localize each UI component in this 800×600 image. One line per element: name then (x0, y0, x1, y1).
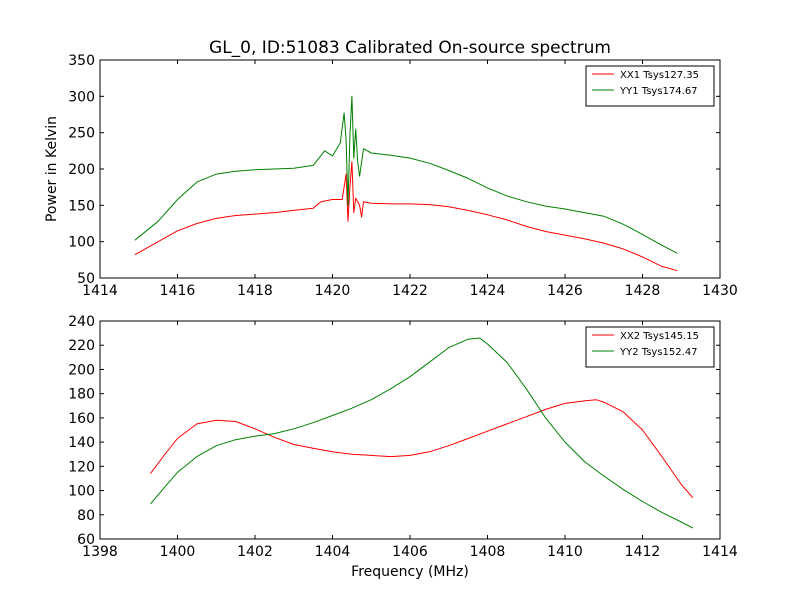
x-tick-label: 1414 (702, 544, 738, 560)
y-tick-label: 300 (68, 89, 95, 105)
legend-label: XX1 Tsys127.35 (620, 70, 699, 81)
y-tick-label: 50 (77, 271, 95, 287)
y-tick-label: 120 (68, 459, 95, 475)
legend: XX2 Tsys145.15 YY2 Tsys152.47 (585, 326, 715, 368)
x-tick-label: 1416 (160, 283, 196, 299)
legend-label: XX2 Tsys145.15 (620, 331, 699, 342)
bottom-panel: 1398 1400 1402 1404 1406 1408 1410 1412 1414 60 80… (68, 314, 738, 560)
series-line-xx1 (134, 161, 678, 272)
series-line-xx2 (150, 399, 694, 499)
x-tick-label: 1408 (470, 544, 506, 560)
y-tick-label: 250 (68, 126, 95, 142)
y-tick-label: 100 (68, 235, 95, 251)
y-tick-label: 350 (68, 53, 95, 69)
x-tick-label: 1398 (82, 544, 118, 560)
x-tick-label: 1412 (625, 544, 661, 560)
x-tick-label: 1424 (470, 283, 506, 299)
y-tick-label: 200 (68, 162, 95, 178)
x-tick-label: 1406 (392, 544, 428, 560)
y-tick-label: 80 (77, 508, 95, 524)
x-tick-label: 1414 (82, 283, 118, 299)
x-tick-label: 1422 (392, 283, 428, 299)
x-tick-label: 1404 (315, 544, 351, 560)
chart-title: GL_0, ID:51083 Calibrated On-source spec… (209, 38, 611, 58)
y-tick-label: 220 (68, 338, 95, 354)
y-axis-label: Power in Kelvin (44, 116, 60, 222)
x-tick-label: 1428 (625, 283, 661, 299)
legend-box (585, 65, 715, 107)
x-axis-label: Frequency (MHz) (351, 564, 469, 580)
legend-label: YY2 Tsys152.47 (619, 347, 698, 358)
series-line-yy1 (134, 95, 678, 254)
y-tick-label: 140 (68, 435, 95, 451)
x-tick-label: 1426 (547, 283, 583, 299)
legend-label: YY1 Tsys174.67 (619, 86, 698, 97)
legend-box (585, 326, 715, 368)
series-line-yy2 (150, 337, 694, 529)
x-tick-label: 1410 (547, 544, 583, 560)
x-tick-label: 1420 (315, 283, 351, 299)
y-tick-label: 100 (68, 484, 95, 500)
legend: XX1 Tsys127.35 YY1 Tsys174.67 (585, 65, 715, 107)
y-tick-label: 150 (68, 198, 95, 214)
x-tick-label: 1400 (160, 544, 196, 560)
top-panel: 1414 1416 1418 1420 1422 1424 1426 1428 1430 50 10… (68, 53, 738, 299)
y-tick-label: 160 (68, 411, 95, 427)
y-tick-label: 60 (77, 532, 95, 548)
x-tick-label: 1402 (237, 544, 273, 560)
y-tick-label: 180 (68, 387, 95, 403)
y-tick-label: 200 (68, 362, 95, 378)
y-tick-label: 240 (68, 314, 95, 330)
x-tick-label: 1418 (237, 283, 273, 299)
x-tick-label: 1430 (702, 283, 738, 299)
